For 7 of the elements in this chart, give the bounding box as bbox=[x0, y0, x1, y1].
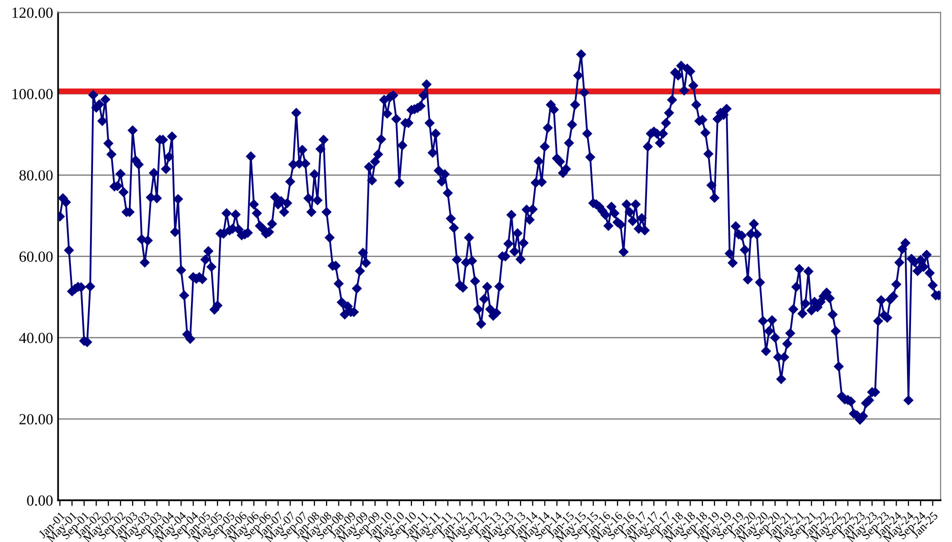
y-tick-label: 120.00 bbox=[12, 8, 53, 18]
y-tick-label: 100.00 bbox=[12, 88, 53, 100]
y-tick-label: 40.00 bbox=[19, 332, 53, 344]
y-tick-label: 0.00 bbox=[27, 495, 53, 506]
y-tick-label: 20.00 bbox=[20, 414, 53, 424]
y-tick-label: 80.00 bbox=[19, 170, 53, 181]
y-tick-label: 60.00 bbox=[19, 252, 53, 262]
